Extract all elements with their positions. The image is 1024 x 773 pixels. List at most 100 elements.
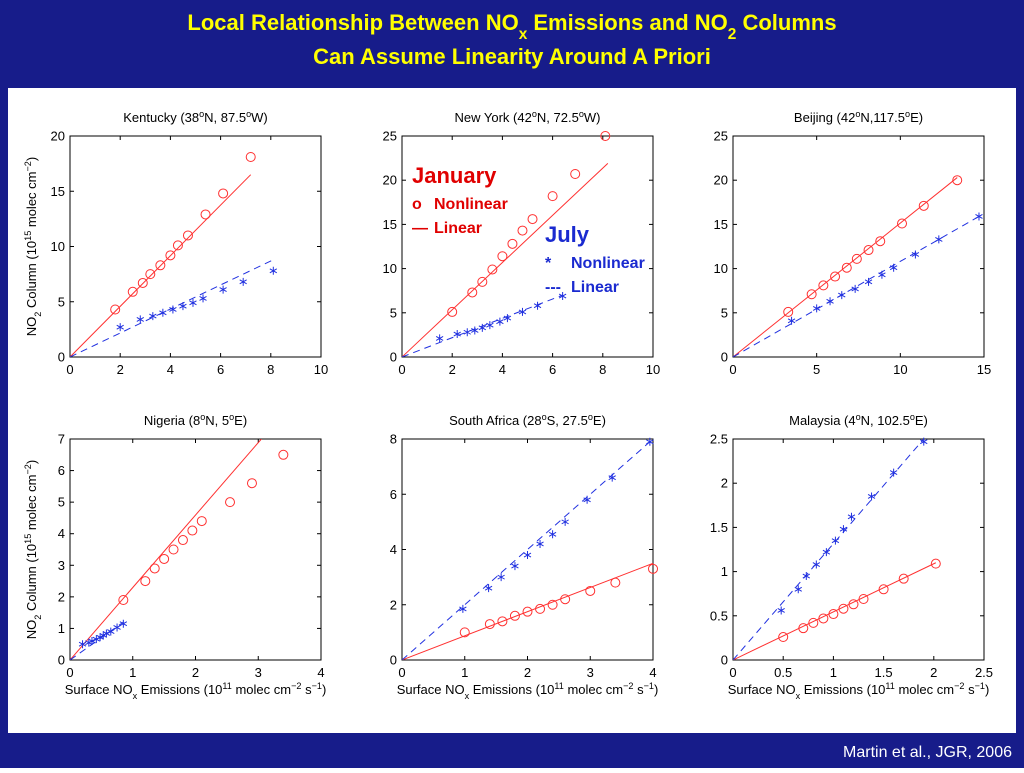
y-tick-label: 8 [390,432,397,447]
point [200,209,211,220]
point [88,637,96,646]
y-axis-label-part: 15 [23,534,33,544]
x-axis-label-part: Emissions (10 [137,682,222,697]
x-axis-label-part: −2 [623,681,633,691]
x-tick-label: 0 [66,362,73,377]
chart-title-part: W) [251,110,268,125]
y-tick-label: 25 [383,129,397,144]
legend-symbol: * [545,255,552,272]
point [858,594,869,605]
point [558,292,567,301]
y-axis-label-part: molec cm [24,474,39,533]
x-axis-label: Surface NOx Emissions (1011 molec cm−2 s… [65,681,327,701]
point [484,584,493,593]
point [218,188,229,199]
point [107,627,115,636]
chart-title-part: E) [915,413,928,428]
x-axis-label-part: s [633,682,644,697]
point [219,285,227,294]
y-tick-label: 5 [721,305,728,320]
y-tick-label: 10 [51,239,65,254]
point [246,478,257,489]
point [110,304,121,315]
y-tick-label: 25 [714,129,728,144]
point [812,560,821,569]
x-tick-label: 8 [267,362,274,377]
fit-line [402,562,653,660]
point [497,573,505,582]
y-tick-label: 15 [383,217,397,232]
fit-line [402,439,653,660]
y-tick-label: 5 [58,495,65,510]
x-tick-label: 0.5 [774,665,792,680]
point [511,562,519,571]
x-axis-label-part: ) [654,682,658,697]
fit-line [733,562,937,660]
point [600,131,611,141]
chart-title-part: N, 87.5 [204,110,246,125]
x-tick-label: 2.5 [975,665,993,680]
x-axis-label-part: Surface NO [397,682,465,697]
chart-title-part: o [229,412,234,422]
x-axis-label-part: −1 [644,681,654,691]
legend-label: Linear [571,279,619,296]
legend-title: January [412,163,497,188]
point [145,269,156,280]
point [78,640,87,649]
x-tick-label: 0 [398,362,405,377]
point [841,262,852,273]
point [517,225,528,236]
point [522,606,533,617]
point [610,577,621,588]
y-tick-label: 10 [714,261,728,276]
y-axis-label: NO2 Column (1015 molec cm−2) [23,157,43,336]
x-axis-label-part: x [796,691,801,701]
legend-symbol: — [412,220,428,237]
y-axis-label-part: ) [24,460,39,464]
point [497,616,508,627]
point [851,284,859,293]
point [878,584,889,595]
point [497,251,508,262]
x-axis-label-part: −1 [312,681,322,691]
y-tick-label: 2 [58,589,65,604]
point [783,306,794,317]
y-tick-label: 0 [390,653,397,668]
point [471,326,479,335]
point [159,553,170,564]
y-tick-label: 2 [390,597,397,612]
point [560,594,571,605]
x-tick-label: 10 [646,362,660,377]
point [897,218,908,229]
y-axis-label: NO2 Column (1015 molec cm−2) [23,460,43,639]
y-tick-label: 0.5 [710,608,728,623]
x-tick-label: 4 [167,362,174,377]
point [467,287,478,298]
point [118,595,129,606]
point [453,330,461,339]
point [155,260,166,271]
chart-title-part: Kentucky (38 [123,110,199,125]
point [463,328,471,337]
point [798,623,809,634]
chart-title-part: o [199,109,204,119]
legend-label: Nonlinear [571,255,645,272]
chart: Malaysia (4oN, 102.5oE)0 0.5 1 1.5 2 2.500.51… [710,412,993,701]
chart: South Africa (28oS, 27.5oE)0 1 2 3 402468Sur… [390,412,659,701]
point [168,544,179,555]
chart-title-part: o [588,412,593,422]
point [189,298,197,307]
point [269,266,278,275]
chart-title-part: W) [584,110,601,125]
content-panel [8,88,1016,733]
point [478,323,487,332]
y-tick-label: 10 [383,261,397,276]
plot-frame [732,438,985,661]
point [535,603,546,614]
x-tick-label: 3 [587,665,594,680]
point [818,280,829,291]
y-axis-label-part: molec cm [24,171,39,230]
x-axis-label-part: Surface NO [728,682,796,697]
point [187,525,198,536]
